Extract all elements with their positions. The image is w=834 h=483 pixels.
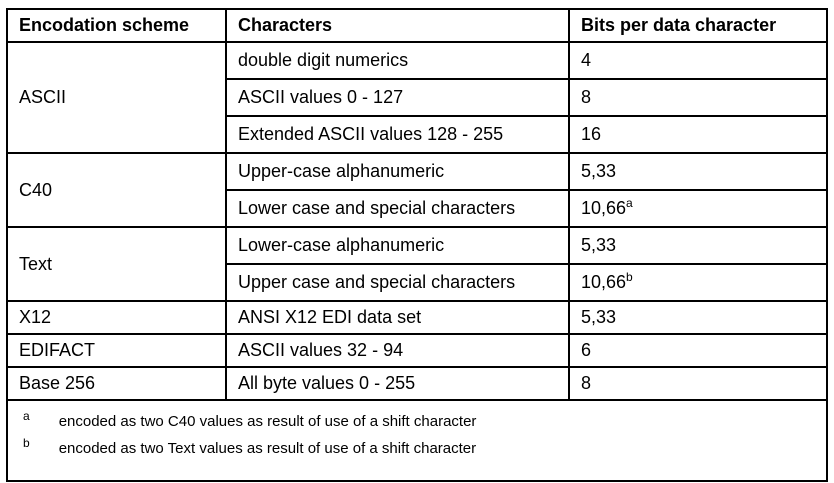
footnote-a: a encoded as two C40 values as result of… — [19, 409, 815, 430]
characters-cell: ASCII values 0 - 127 — [225, 78, 570, 117]
document-page: Encodation scheme Characters Bits per da… — [0, 8, 834, 483]
table-row: Text Lower-case alphanumeric 5,33 — [6, 226, 828, 302]
col-header-characters: Characters — [225, 8, 570, 43]
characters-cell: Extended ASCII values 128 - 255 — [225, 115, 570, 154]
characters-cell: Lower case and special characters — [225, 189, 570, 228]
header-row: Encodation scheme Characters Bits per da… — [6, 8, 828, 43]
footnotes-row: a encoded as two C40 values as result of… — [6, 399, 828, 482]
footnote-marker-b: b — [23, 436, 30, 450]
footnote-marker-a: a — [23, 409, 30, 423]
table-row: Base 256 All byte values 0 - 255 8 — [6, 366, 828, 401]
encodation-schemes-table: Encodation scheme Characters Bits per da… — [6, 8, 828, 482]
scheme-cell-x12: X12 — [6, 300, 227, 335]
scheme-cell-base256: Base 256 — [6, 366, 227, 401]
bits-footnote-marker-b: b — [626, 270, 633, 285]
table-row: ASCII values 0 - 127 8 — [7, 78, 828, 117]
characters-cell: Upper case and special characters — [225, 263, 570, 302]
table-row: ASCII double digit numerics 4 — [6, 41, 828, 154]
footnote-text-b: encoded as two Text values as result of … — [58, 440, 477, 457]
characters-cell: Upper-case alphanumeric — [225, 152, 570, 191]
scheme-cell-text: Text — [6, 226, 227, 302]
scheme-cell-ascii: ASCII — [6, 41, 227, 154]
footnote-text-a: encoded as two C40 values as result of u… — [58, 413, 477, 430]
bits-value: 10,66 — [581, 198, 627, 219]
table-row: Lower case and special characters 10,66a — [7, 189, 828, 228]
bits-cell: 6 — [568, 333, 828, 368]
bits-cell: 10,66b — [568, 263, 828, 302]
bits-cell: 5,33 — [568, 152, 828, 191]
table-row: Extended ASCII values 128 - 255 16 — [7, 115, 828, 154]
characters-cell: ANSI X12 EDI data set — [225, 300, 570, 335]
scheme-cell-c40: C40 — [6, 152, 227, 228]
bits-cell: 8 — [568, 78, 828, 117]
bits-value: 10,66 — [581, 272, 627, 293]
bits-cell: 5,33 — [568, 300, 828, 335]
col-header-bits-per-data-character: Bits per data character — [568, 8, 828, 43]
table-row: Upper case and special characters 10,66b — [7, 263, 828, 302]
bits-footnote-marker-a: a — [626, 196, 633, 211]
table-row: EDIFACT ASCII values 32 - 94 6 — [6, 333, 828, 368]
bits-cell: 16 — [568, 115, 828, 154]
footnote-b: b encoded as two Text values as result o… — [19, 436, 815, 457]
bits-cell: 10,66a — [568, 189, 828, 228]
characters-cell: double digit numerics — [225, 41, 570, 80]
footnotes-cell: a encoded as two C40 values as result of… — [6, 399, 828, 482]
bits-cell: 5,33 — [568, 226, 828, 265]
scheme-cell-edifact: EDIFACT — [6, 333, 227, 368]
col-header-encodation-scheme: Encodation scheme — [6, 8, 227, 43]
table-row: C40 Upper-case alphanumeric 5,33 — [6, 152, 828, 228]
characters-cell: All byte values 0 - 255 — [225, 366, 570, 401]
bits-cell: 8 — [568, 366, 828, 401]
characters-cell: Lower-case alphanumeric — [225, 226, 570, 265]
bits-cell: 4 — [568, 41, 828, 80]
table-row: X12 ANSI X12 EDI data set 5,33 — [6, 300, 828, 335]
characters-cell: ASCII values 32 - 94 — [225, 333, 570, 368]
